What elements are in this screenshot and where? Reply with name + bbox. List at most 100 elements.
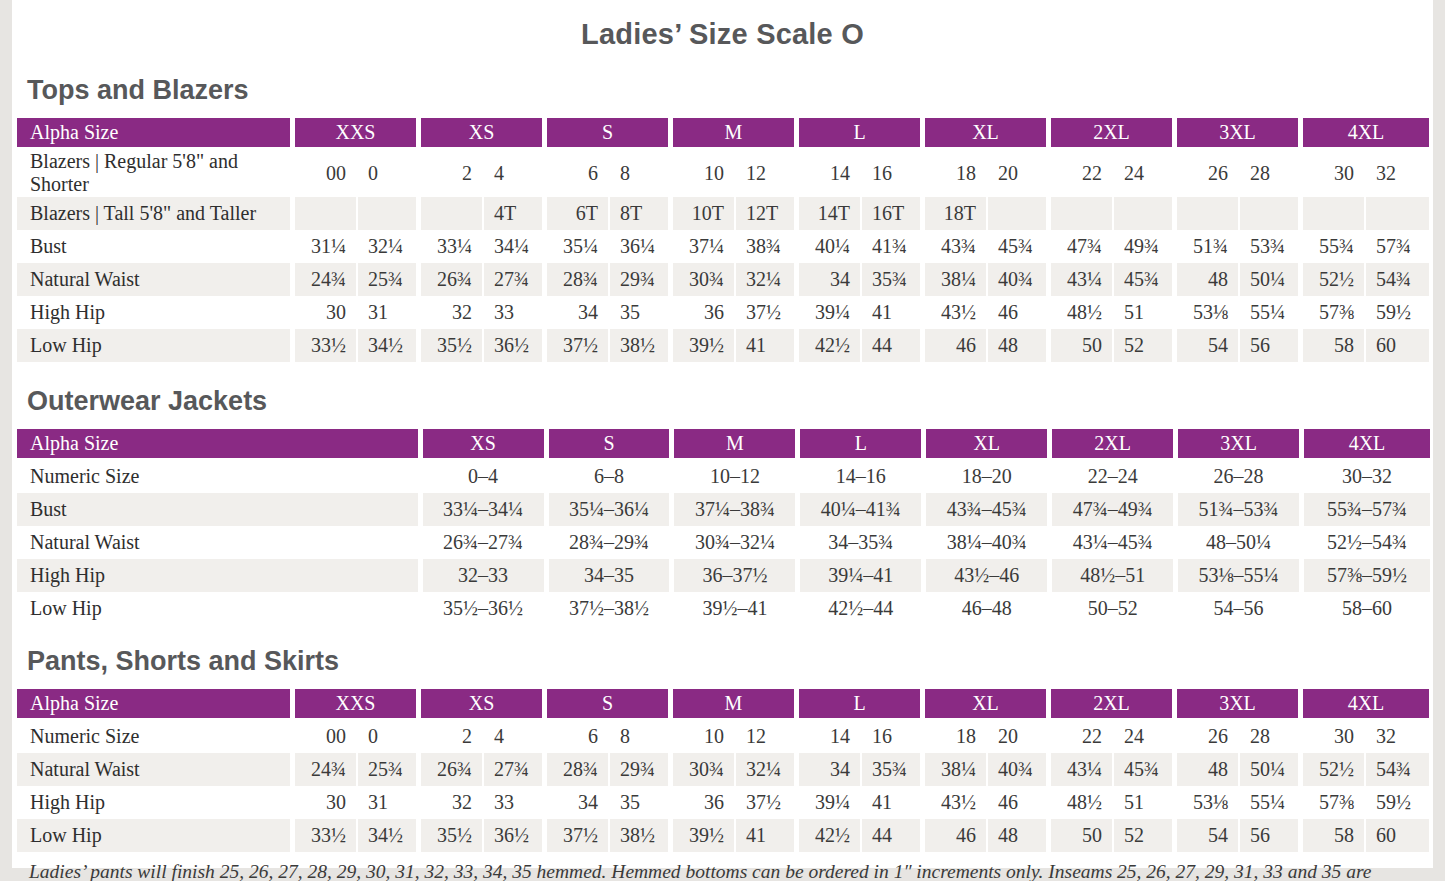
size-cell: 33½ xyxy=(295,819,358,852)
size-cell: 55¾–57¾ xyxy=(1304,493,1430,526)
size-cell: 22–24 xyxy=(1052,460,1178,493)
size-cell: 39½–41 xyxy=(674,592,800,625)
size-cell: 40¼–41¾ xyxy=(800,493,926,526)
size-cell: 22 xyxy=(1051,149,1114,197)
page-title: Ladies’ Size Scale O xyxy=(15,18,1430,51)
col-header: 2XL xyxy=(1052,429,1178,460)
size-cell: 33¼ xyxy=(421,230,484,263)
size-cell: 50 xyxy=(1051,819,1114,852)
size-cell: 43½ xyxy=(925,786,988,819)
size-cell: 36½ xyxy=(484,819,547,852)
size-cell: 30¾ xyxy=(673,753,736,786)
size-cell: 45¾ xyxy=(1114,263,1177,296)
size-cell: 6T xyxy=(547,197,610,230)
size-cell: 24¾ xyxy=(295,753,358,786)
table-row: Low Hip35½–36½37½–38½39½–4142½–4446–4850… xyxy=(17,592,1430,625)
alpha-size-header: Alpha Size xyxy=(17,689,295,720)
size-cell: 33 xyxy=(484,786,547,819)
size-cell: 31 xyxy=(358,296,421,329)
size-cell: 8 xyxy=(610,149,673,197)
size-cell: 50¼ xyxy=(1240,263,1303,296)
size-cell: 32–33 xyxy=(423,559,549,592)
size-cell: 0–4 xyxy=(423,460,549,493)
size-cell: 52 xyxy=(1114,329,1177,362)
size-cell: 48 xyxy=(988,329,1051,362)
col-header: 4XL xyxy=(1303,689,1429,720)
size-cell: 33¼–34¼ xyxy=(423,493,549,526)
size-cell: 38¼ xyxy=(925,263,988,296)
size-cell: 28¾ xyxy=(547,263,610,296)
size-cell: 48½–51 xyxy=(1052,559,1178,592)
size-cell: 18–20 xyxy=(926,460,1052,493)
size-cell: 12 xyxy=(736,149,799,197)
size-cell: 44 xyxy=(862,329,925,362)
size-cell: 0 xyxy=(358,149,421,197)
size-cell xyxy=(1366,197,1429,230)
size-cell: 35¼ xyxy=(547,230,610,263)
header-row: Alpha SizeXXSXSSMLXL2XL3XL4XL xyxy=(17,689,1429,720)
size-cell: 35¾ xyxy=(862,263,925,296)
size-cell: 22 xyxy=(1051,720,1114,753)
size-cell: 38¼ xyxy=(925,753,988,786)
row-label: Bust xyxy=(17,230,295,263)
size-cell: 42½–44 xyxy=(800,592,926,625)
size-cell: 52½–54¾ xyxy=(1304,526,1430,559)
size-cell: 18 xyxy=(925,149,988,197)
size-cell: 51 xyxy=(1114,296,1177,329)
row-label: Numeric Size xyxy=(17,720,295,753)
col-header: 3XL xyxy=(1177,689,1303,720)
size-cell: 39¼ xyxy=(799,786,862,819)
size-cell: 4 xyxy=(484,720,547,753)
row-label: High Hip xyxy=(17,786,295,819)
table-row: High Hip32–3334–3536–37½39¼–4143½–4648½–… xyxy=(17,559,1430,592)
size-cell: 26¾ xyxy=(421,753,484,786)
size-cell: 38¼–40¾ xyxy=(926,526,1052,559)
col-header: XL xyxy=(926,429,1052,460)
col-header: XL xyxy=(925,118,1051,149)
row-label: Natural Waist xyxy=(17,263,295,296)
sections-container: Tops and BlazersAlpha SizeXXSXSSMLXL2XL3… xyxy=(15,75,1430,852)
col-header: S xyxy=(549,429,675,460)
col-header: XXS xyxy=(295,689,421,720)
size-cell: 37½ xyxy=(547,329,610,362)
size-cell: 29¾ xyxy=(610,753,673,786)
size-cell: 26 xyxy=(1177,720,1240,753)
size-cell: 43½ xyxy=(925,296,988,329)
size-cell: 46 xyxy=(925,329,988,362)
size-cell: 35 xyxy=(610,786,673,819)
size-cell: 50¼ xyxy=(1240,753,1303,786)
size-cell: 55¼ xyxy=(1240,296,1303,329)
section-heading: Outerwear Jackets xyxy=(27,386,1430,417)
row-label: Numeric Size xyxy=(17,460,423,493)
size-cell: 54¾ xyxy=(1366,263,1429,296)
size-cell: 26¾–27¾ xyxy=(423,526,549,559)
size-cell: 2 xyxy=(421,720,484,753)
size-cell: 43¾ xyxy=(925,230,988,263)
alpha-size-header: Alpha Size xyxy=(17,118,295,149)
size-cell: 16 xyxy=(862,720,925,753)
size-cell xyxy=(295,197,358,230)
size-cell: 36 xyxy=(673,786,736,819)
size-cell: 48½ xyxy=(1051,296,1114,329)
size-cell: 6–8 xyxy=(549,460,675,493)
size-cell: 52 xyxy=(1114,819,1177,852)
size-cell: 60 xyxy=(1366,329,1429,362)
size-cell: 32 xyxy=(421,786,484,819)
size-cell: 27¾ xyxy=(484,753,547,786)
size-cell: 35 xyxy=(610,296,673,329)
size-cell: 48½ xyxy=(1051,786,1114,819)
size-cell: 34 xyxy=(547,296,610,329)
size-cell: 57⅜ xyxy=(1303,786,1366,819)
size-cell: 41 xyxy=(736,329,799,362)
size-cell: 51¾ xyxy=(1177,230,1240,263)
col-header: XXS xyxy=(295,118,421,149)
col-header: 4XL xyxy=(1304,429,1430,460)
size-cell: 10 xyxy=(673,720,736,753)
size-cell: 28 xyxy=(1240,149,1303,197)
size-cell: 32 xyxy=(421,296,484,329)
size-cell: 41 xyxy=(736,819,799,852)
row-label: Low Hip xyxy=(17,592,423,625)
size-cell: 34½ xyxy=(358,819,421,852)
size-cell: 35½ xyxy=(421,819,484,852)
col-header: L xyxy=(799,118,925,149)
